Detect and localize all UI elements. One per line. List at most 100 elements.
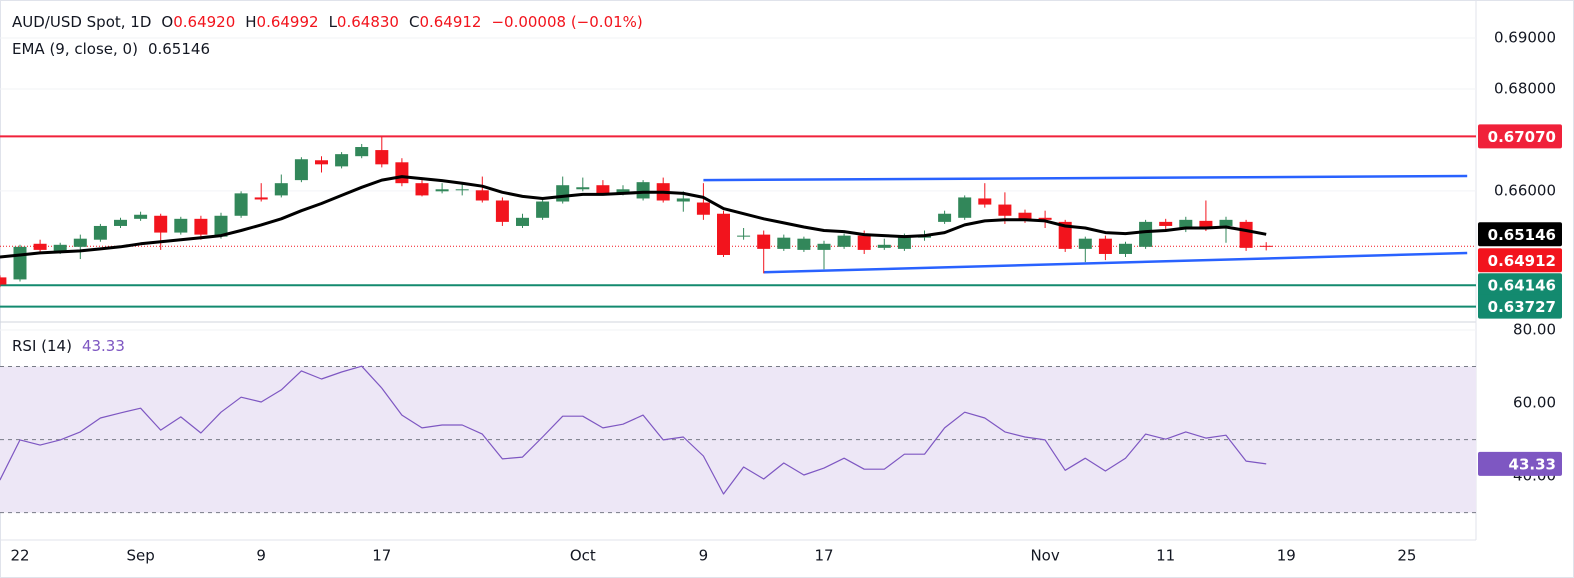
candle-body [616, 189, 630, 194]
candle-body [978, 198, 992, 205]
candle-body [274, 183, 288, 196]
level-box [1478, 294, 1562, 319]
x-tick-label: 9 [256, 547, 266, 565]
line-series [0, 365, 1267, 495]
candle-body [1159, 221, 1173, 226]
candle-body [455, 189, 469, 191]
candle-body [757, 234, 771, 249]
x-tick-label: Nov [1030, 547, 1059, 565]
rsi-last-label: 43.33 [1509, 455, 1556, 473]
candle-body [475, 190, 489, 201]
candle-body [214, 215, 228, 237]
ema-box [1478, 222, 1562, 247]
candle-body [194, 218, 208, 235]
candle-body [1219, 219, 1233, 226]
x-tick-label: 19 [1277, 547, 1296, 565]
candle-body [857, 235, 871, 250]
candle-body [596, 185, 610, 194]
candle-body [676, 198, 690, 202]
candle-body [576, 187, 590, 190]
candle-body [355, 147, 369, 157]
candle-body [154, 215, 168, 233]
change: −0.00008 (−0.01%) [491, 13, 642, 31]
trendline [763, 251, 1468, 274]
last-price-box [1478, 248, 1562, 273]
y-tick-label: 60.00 [1513, 394, 1556, 412]
candle-body [114, 219, 127, 226]
y-tick-label: 0.66000 [1494, 181, 1556, 199]
candle-body [696, 202, 710, 215]
ohlc-key: L [329, 13, 338, 31]
ohlc-key: C [409, 13, 419, 31]
legend-name: EMA (9, close, 0) [12, 40, 138, 58]
candle-body [817, 243, 831, 250]
level-box [1478, 273, 1562, 298]
ohlc-value: 0.64830 [337, 13, 399, 31]
ohlc-value: 0.64920 [173, 13, 235, 31]
rsi-legend: RSI (14) 43.33 [12, 337, 125, 355]
candle-body [1259, 245, 1273, 247]
candle-body [234, 193, 248, 216]
x-tick-label: 17 [372, 547, 391, 565]
candle-body [516, 217, 529, 226]
candle-body [998, 204, 1012, 216]
rsi-last-box [1478, 451, 1562, 476]
candle-body [53, 244, 67, 251]
candle-body [13, 246, 27, 280]
ohlc-value: 0.64992 [257, 13, 319, 31]
level-label: 0.67070 [1488, 128, 1556, 146]
candle-body [1078, 238, 1092, 249]
legend-title: AUD/USD Spot, 1D [12, 13, 151, 31]
candle-body [1179, 219, 1193, 228]
candle-body [174, 218, 188, 233]
x-tick-label: 9 [699, 547, 709, 565]
ema-legend: EMA (9, close, 0) 0.65146 [12, 40, 210, 58]
axes: 0.660000.680000.6900040.0060.0080.0022Se… [10, 13, 1562, 565]
candle-body [536, 201, 550, 218]
x-tick-label: 17 [814, 547, 833, 565]
candle-body [315, 160, 328, 165]
candle-body [636, 182, 650, 199]
candle-body [395, 162, 409, 184]
candle-body [134, 214, 148, 219]
candle-body [717, 213, 730, 255]
candle-body [837, 235, 851, 247]
candle-body [495, 200, 509, 222]
x-tick-label: 25 [1397, 547, 1416, 565]
x-tick-label: Sep [126, 547, 154, 565]
candle-body [938, 213, 952, 222]
candle-body [556, 185, 570, 202]
candle-body [93, 225, 107, 240]
legend-value: 0.65146 [148, 40, 210, 58]
candle-body [375, 150, 389, 165]
level-label: 0.64146 [1488, 277, 1556, 295]
price-legend: AUD/USD Spot, 1D O0.64920 H0.64992 L0.64830… [12, 13, 643, 31]
candle-body [1119, 243, 1132, 254]
candle-body [958, 197, 972, 218]
price-plot [0, 37, 1476, 308]
y-tick-label: 0.68000 [1494, 79, 1556, 97]
ohlc-key: H [245, 13, 256, 31]
candle-body [897, 235, 911, 249]
candle-body [1098, 238, 1112, 254]
candle-body [1139, 221, 1153, 247]
candle-body [1018, 212, 1032, 220]
level-label: 0.63727 [1488, 298, 1556, 316]
candle-body [1038, 217, 1052, 220]
candle-body [797, 238, 811, 250]
candle-body [435, 189, 449, 192]
candle-body [415, 183, 429, 196]
y-tick-label: 80.00 [1513, 321, 1556, 339]
candle-body [1199, 220, 1213, 228]
candle-body [294, 159, 308, 181]
candle-body [737, 235, 751, 237]
x-tick-label: Oct [570, 547, 596, 565]
candle-body [0, 277, 7, 285]
candle-body [254, 197, 268, 200]
legend-title: RSI (14) [12, 337, 72, 355]
ohlc-key: O [161, 13, 173, 31]
x-tick-label: 11 [1156, 547, 1175, 565]
candle-body [33, 243, 47, 250]
y-tick-label: 0.69000 [1494, 29, 1556, 47]
